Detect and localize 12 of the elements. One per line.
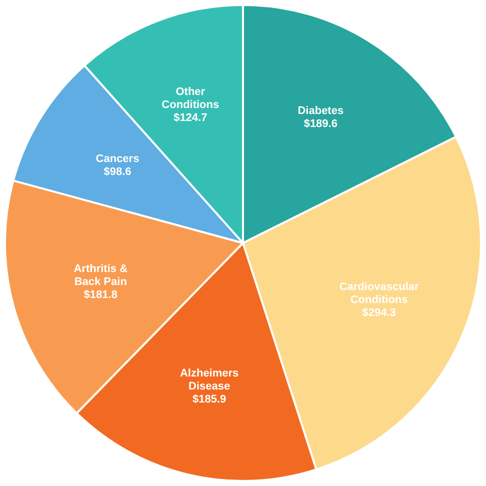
data-label: $124.7 bbox=[174, 112, 208, 124]
data-label: $98.6 bbox=[104, 166, 132, 178]
slice-label: Cancers bbox=[96, 152, 140, 165]
data-label: $189.6 bbox=[304, 118, 338, 130]
slice-label: Arthritis & Back Pain bbox=[74, 262, 128, 288]
slice-label: Diabetes bbox=[298, 105, 344, 118]
slice-label: Other Conditions bbox=[162, 86, 220, 112]
slice-label: Cardiovascular Conditions bbox=[339, 281, 420, 306]
data-label: $294.3 bbox=[362, 307, 396, 320]
data-label: $181.8 bbox=[84, 288, 118, 301]
slice-label: Alzheimers Disease bbox=[180, 368, 239, 393]
data-label: $185.9 bbox=[192, 394, 226, 406]
